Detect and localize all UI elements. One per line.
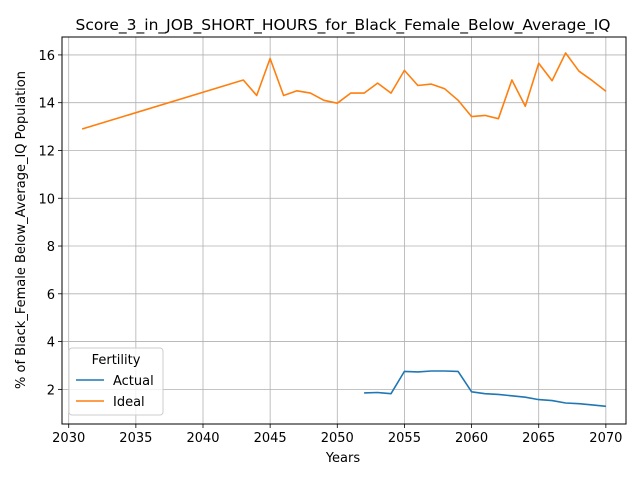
y-tick-label: 6 xyxy=(47,288,55,303)
x-tick-label: 2045 xyxy=(254,431,287,446)
series-line-actual xyxy=(364,370,606,408)
series-line-ideal xyxy=(81,52,607,130)
legend-title: Fertility xyxy=(92,353,141,368)
x-tick-label: 2035 xyxy=(119,431,152,446)
x-tick-label: 2040 xyxy=(186,431,219,446)
x-tick-label: 2055 xyxy=(388,431,421,446)
y-tick-label: 14 xyxy=(38,97,55,112)
series-lines xyxy=(81,52,607,408)
y-tick-label: 4 xyxy=(47,336,55,351)
x-axis-ticks: 2030 2035 2040 2045 2050 2055 2060 2065 2070 xyxy=(52,424,622,446)
y-tick-label: 2 xyxy=(47,383,55,398)
y-tick-label: 12 xyxy=(38,144,55,159)
y-axis-ticks: 2 4 6 8 10 12 14 16 xyxy=(38,49,62,398)
plot-frame xyxy=(61,36,627,425)
chart-title: Score_3_in_JOB_SHORT_HOURS_for_Black_Fem… xyxy=(75,16,610,35)
y-tick-label: 10 xyxy=(38,192,55,207)
x-tick-label: 2060 xyxy=(455,431,488,446)
y-tick-label: 16 xyxy=(38,49,55,64)
y-tick-label: 8 xyxy=(47,240,55,255)
legend-box xyxy=(68,347,164,416)
x-tick-label: 2030 xyxy=(52,431,85,446)
x-axis-label: Years xyxy=(325,451,361,466)
legend: Fertility Actual Ideal xyxy=(68,347,164,416)
x-tick-label: 2050 xyxy=(321,431,354,446)
x-tick-label: 2070 xyxy=(589,431,622,446)
y-axis-label: % of Black_Female Below_Average_IQ Popul… xyxy=(14,71,29,389)
legend-label-actual: Actual xyxy=(113,374,154,389)
legend-label-ideal: Ideal xyxy=(113,395,145,410)
grid xyxy=(62,37,626,424)
x-tick-label: 2065 xyxy=(522,431,555,446)
